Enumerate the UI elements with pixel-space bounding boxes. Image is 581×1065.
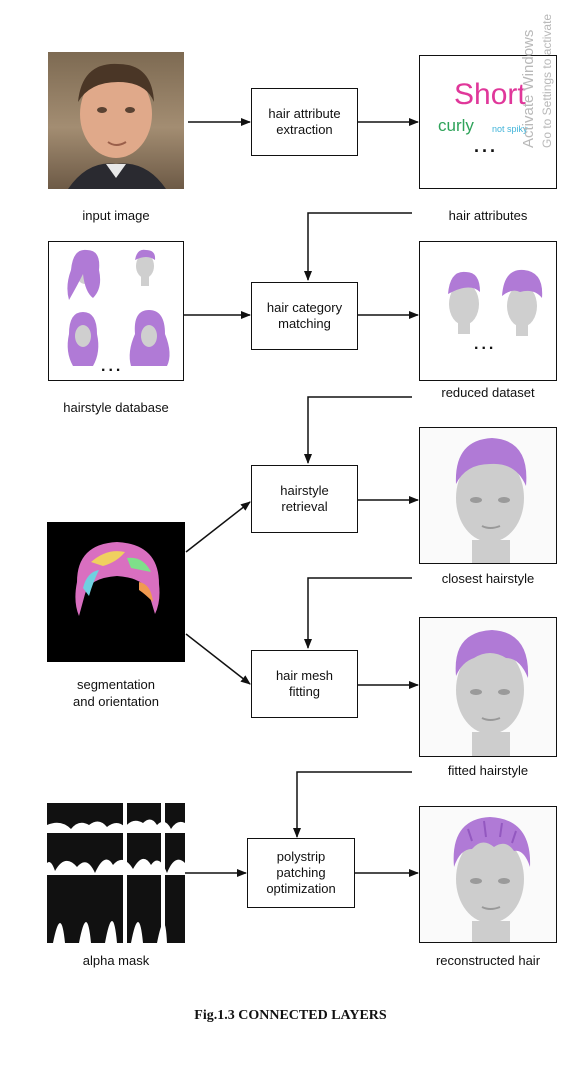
hairstyle-database-panel: ... xyxy=(48,241,184,381)
activate-windows-subtext: Go to Settings to activate xyxy=(540,13,554,148)
label-alpha-mask: alpha mask xyxy=(82,953,150,968)
closest-hairstyle-panel xyxy=(419,427,557,564)
label-reduced-dataset: reduced dataset xyxy=(441,385,535,400)
label-hair-attributes: hair attributes xyxy=(448,208,528,223)
hair-category-matching-box: hair category matching xyxy=(251,282,358,350)
alpha-mask-image xyxy=(47,803,185,943)
activate-windows-watermark: Activate Windows xyxy=(520,29,537,148)
label-hairstyle-database: hairstyle database xyxy=(63,400,169,415)
hair-attributes-panel: Short curly not spiky ... xyxy=(419,55,557,189)
fitted-hairstyle-panel xyxy=(419,617,557,757)
label-fitted-hairstyle: fitted hairstyle xyxy=(447,763,529,778)
polystrip-patching-optimization-box: polystrip patching optimization xyxy=(247,838,355,908)
hairstyle-retrieval-box: hairstyle retrieval xyxy=(251,465,358,533)
label-closest-hairstyle: closest hairstyle xyxy=(441,571,535,586)
hair-attribute-extraction-box: hair attribute extraction xyxy=(251,88,358,156)
attribute-not-spiky: not spiky xyxy=(492,124,528,134)
label-reconstructed-hair: reconstructed hair xyxy=(435,953,541,968)
label-segmentation: segmentation and orientation xyxy=(72,677,159,709)
segmentation-orientation-image xyxy=(47,522,185,662)
attribute-curly: curly xyxy=(438,116,474,135)
figure-caption: Fig.1.3 CONNECTED LAYERS xyxy=(194,1008,387,1023)
attribute-short: Short xyxy=(454,78,526,111)
label-input-image: input image xyxy=(82,208,150,223)
hairstyle-database-heads xyxy=(67,249,170,366)
input-image-photo xyxy=(48,52,184,189)
hair-mesh-fitting-box: hair mesh fitting xyxy=(251,650,358,718)
reduced-dataset-panel: ... xyxy=(419,241,557,381)
reduced-ellipsis: ... xyxy=(474,336,497,353)
attributes-ellipsis: ... xyxy=(474,136,499,156)
database-ellipsis: ... xyxy=(101,358,124,375)
reconstructed-hair-panel xyxy=(419,806,557,943)
